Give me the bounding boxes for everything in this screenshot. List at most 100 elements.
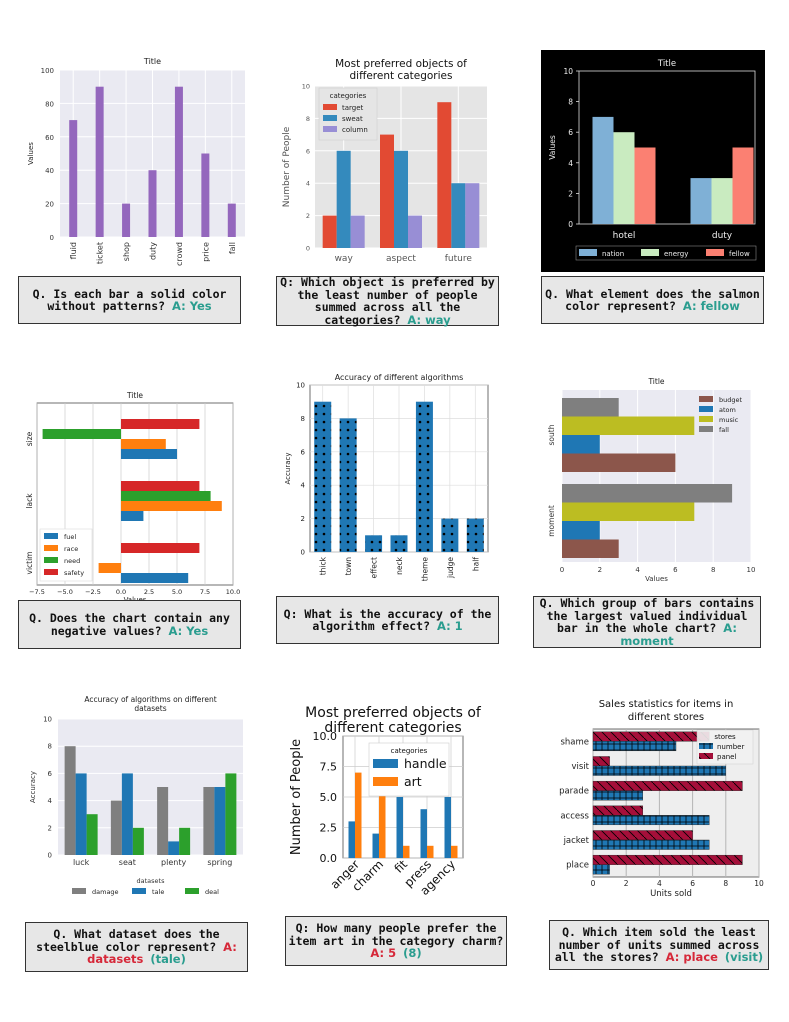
- x-tick-label: future: [445, 254, 473, 264]
- bar: [322, 215, 337, 248]
- bar: [121, 439, 166, 449]
- bar: [225, 773, 237, 855]
- bar: [562, 539, 619, 558]
- y-axis-label: Accuracy: [284, 453, 292, 485]
- y-tick-label: 0.0: [320, 852, 338, 865]
- y-tick-label: 6: [306, 147, 310, 155]
- x-tick-label: crowd: [175, 242, 184, 266]
- bar: [69, 120, 78, 237]
- bar: [592, 830, 693, 841]
- question-text: Q: How many people prefer the item art i…: [288, 921, 504, 948]
- bar: [415, 401, 433, 552]
- bar: [203, 787, 215, 855]
- bar: [121, 481, 200, 491]
- bar: [348, 821, 355, 858]
- chart-title-line-1: Most preferred objects of: [305, 705, 482, 721]
- answer-text: A: way: [407, 312, 451, 327]
- y-tick-label: 4: [48, 797, 53, 805]
- y-tick-label: 0: [301, 549, 305, 557]
- bar: [562, 435, 600, 454]
- bar: [592, 805, 643, 816]
- legend-label: atom: [719, 406, 736, 414]
- bar: [355, 772, 362, 858]
- y-tick-label: lack: [25, 493, 34, 509]
- x-tick-label: 4: [635, 566, 640, 574]
- legend-label: race: [64, 545, 78, 553]
- y-tick-label: 6: [48, 770, 53, 778]
- legend-label: fuel: [64, 533, 76, 541]
- question-text: Q. Is each bar a solid color without pat…: [32, 286, 227, 313]
- x-tick-label: half: [471, 557, 480, 571]
- y-tick-label: 2.5: [320, 822, 338, 835]
- y-axis-label: Number of People: [289, 739, 304, 855]
- legend-label: target: [342, 104, 364, 112]
- y-tick-label: 0: [48, 852, 52, 860]
- chart-title-line-2: different stores: [628, 712, 704, 723]
- x-tick-label: 6: [690, 879, 695, 888]
- y-tick-label: 8: [48, 743, 52, 751]
- bar: [592, 815, 710, 826]
- y-tick-label: size: [25, 431, 34, 446]
- y-axis-label: Values: [27, 142, 35, 165]
- answer-text: A: moment: [620, 621, 737, 648]
- bar: [121, 491, 211, 501]
- qa-box-5: Q: What is the accuracy of the algorithm…: [276, 596, 499, 644]
- chart-title-line-1: Sales statistics for items in: [599, 699, 734, 710]
- legend-swatch: [323, 115, 337, 121]
- bar: [451, 845, 458, 858]
- legend-swatch: [699, 743, 713, 749]
- y-tick-label: 20: [45, 201, 54, 209]
- y-axis-label: Accuracy: [29, 771, 37, 803]
- legend-title: datasets: [137, 877, 166, 885]
- bar: [339, 418, 357, 552]
- y-tick-label: 100: [41, 67, 54, 75]
- bar: [592, 854, 743, 865]
- chart-title-line-2: different categories: [350, 70, 453, 82]
- x-tick-label: 7.5: [200, 588, 210, 596]
- bar: [121, 419, 200, 429]
- legend-swatch: [373, 777, 398, 786]
- y-tick-label: south: [547, 424, 556, 445]
- chart-9: 0 2 4 6 8 10 shame visit parade access jacket place…: [559, 699, 764, 899]
- x-tick-label: −5.0: [57, 588, 73, 596]
- chart-1: 0 20 40 60 80 100 fluid ticket shop duty crowd pric…: [27, 57, 245, 266]
- legend-swatch: [132, 888, 146, 894]
- legend-swatch: [44, 569, 58, 575]
- y-tick-label: 2: [306, 212, 310, 220]
- y-tick-label: 4: [306, 180, 310, 188]
- x-tick-label: 10.0: [226, 588, 240, 596]
- bar: [592, 864, 610, 875]
- legend-label: music: [719, 416, 739, 424]
- bar: [711, 178, 733, 224]
- qa-box-4: Q. Does the chart contain any negative v…: [18, 600, 241, 649]
- x-axis-label: Units sold: [650, 889, 692, 899]
- chart-3: 0 2 4 6 8 10 hotel duty Title Values nation energy f…: [541, 50, 765, 272]
- bar: [408, 215, 422, 248]
- bar: [379, 760, 386, 858]
- x-tick-label: 2: [598, 566, 602, 574]
- y-axis-label: Values: [548, 135, 557, 160]
- legend-label: fall: [719, 426, 729, 434]
- bar: [562, 398, 619, 417]
- legend-label: handle: [404, 756, 447, 771]
- y-tick-label: victim: [25, 552, 34, 575]
- legend-swatch: [323, 104, 337, 110]
- y-tick-label: 10.0: [313, 730, 338, 743]
- qa-box-7: Q. What dataset does the steelblue color…: [25, 922, 248, 972]
- x-tick-label: plenty: [161, 858, 186, 867]
- legend-label: safety: [64, 569, 84, 577]
- bar: [121, 501, 222, 511]
- chart-title-line-2: datasets: [134, 704, 166, 713]
- legend-swatch: [641, 249, 659, 256]
- bar: [121, 543, 200, 553]
- bar: [634, 147, 656, 224]
- answer-text: A: Yes: [168, 623, 209, 638]
- bar: [396, 797, 403, 858]
- qa-box-6: Q. Which group of bars contains the larg…: [533, 596, 761, 648]
- bar: [592, 839, 710, 850]
- legend-label: nation: [602, 250, 624, 258]
- y-tick-label: parade: [559, 787, 589, 797]
- legend-label: art: [404, 774, 422, 789]
- x-tick-label: effect: [370, 557, 379, 579]
- legend-swatch: [699, 416, 713, 422]
